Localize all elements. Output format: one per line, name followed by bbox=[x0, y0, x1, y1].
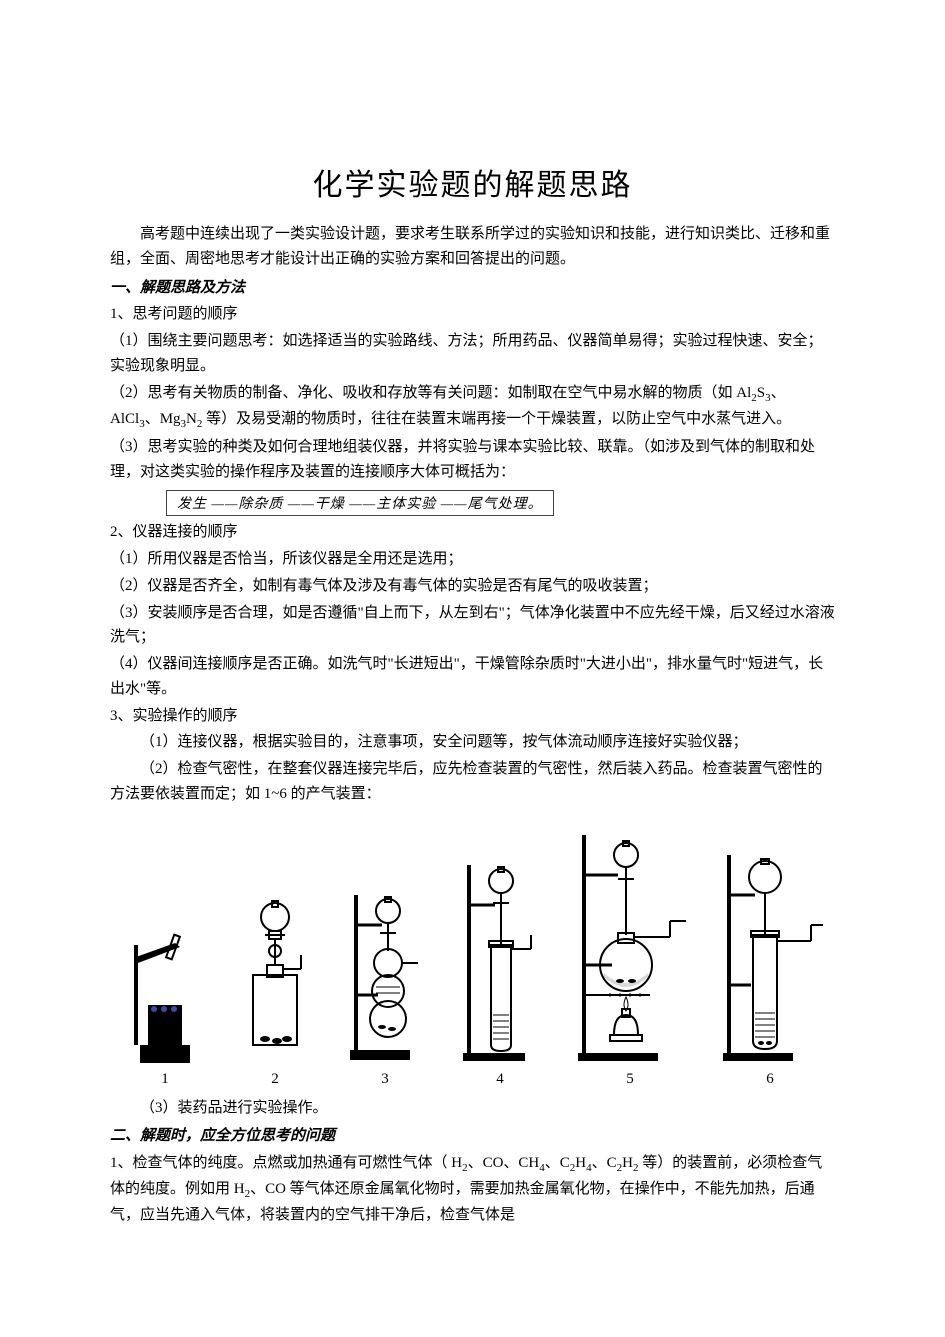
page-title: 化学实验题的解题思路 bbox=[110, 160, 835, 204]
apparatus-1: 1 bbox=[120, 885, 210, 1088]
apparatus-2-svg bbox=[235, 865, 315, 1065]
apparatus-5-svg bbox=[570, 825, 690, 1065]
apparatus-5-label: 5 bbox=[626, 1071, 634, 1088]
apparatus-4: 4 bbox=[455, 845, 545, 1088]
text-fragment: 1、检查气体的纯度。点燃或加热通有可燃性气体（ H bbox=[110, 1155, 462, 1171]
s1-1-3: （3）思考实验的种类及如何合理地组装仪器，并将实验与课本实验比较、联靠。（如涉及… bbox=[110, 435, 835, 485]
s1-1-2: （2）思考有关物质的制备、净化、吸收和存放等有关问题：如制取在空气中易水解的物质… bbox=[110, 381, 835, 433]
apparatus-3: 3 bbox=[340, 855, 430, 1088]
apparatus-3-label: 3 bbox=[381, 1071, 389, 1088]
s1-2-1: （1）所用仪器是否恰当，所该仪器是全用还是选用； bbox=[110, 547, 835, 572]
intro-paragraph: 高考题中连续出现了一类实验设计题，要求考生联系所学过的实验知识和技能，进行知识类… bbox=[110, 222, 835, 272]
text-fragment: 、C bbox=[545, 1155, 570, 1171]
apparatus-6-label: 6 bbox=[766, 1071, 774, 1088]
subscript: 2 bbox=[617, 1162, 623, 1174]
apparatus-6-svg bbox=[715, 835, 825, 1065]
subscript: 2 bbox=[570, 1162, 576, 1174]
section-1-heading: 一、解题思路及方法 bbox=[110, 276, 835, 301]
apparatus-diagram-row: 1 bbox=[110, 825, 835, 1088]
s1-1-1: （1）围绕主要问题思考：如选择适当的实验路线、方法；所用药品、仪器简单易得；实验… bbox=[110, 329, 835, 379]
text-fragment: 、Mg bbox=[145, 411, 181, 427]
s1-3-1: （1）连接仪器，根据实验目的，注意事项，安全问题等，按气体流动顺序连接好实验仪器… bbox=[110, 730, 835, 755]
subscript: 3 bbox=[181, 418, 187, 430]
document-page: 化学实验题的解题思路 高考题中连续出现了一类实验设计题，要求考生联系所学过的实验… bbox=[0, 0, 945, 1337]
s1-2-heading: 2、仪器连接的顺序 bbox=[110, 520, 835, 545]
flow-diagram-box: 发生 ——除杂质 ——干燥 ——主体实验 ——尾气处理。 bbox=[166, 490, 554, 516]
text-fragment: （2）思考有关物质的制备、净化、吸收和存放等有关问题：如制取在空气中易水解的物质… bbox=[110, 385, 751, 401]
apparatus-2-label: 2 bbox=[271, 1071, 279, 1088]
text-fragment: 等）及易受潮的物质时，往往在装置末端再接一个干燥装置，以防止空气中水蒸气进入。 bbox=[202, 411, 791, 427]
apparatus-1-svg bbox=[120, 885, 210, 1065]
apparatus-2: 2 bbox=[235, 865, 315, 1088]
s1-2-2: （2）仪器是否齐全，如制有毒气体及涉及有毒气体的实验是否有尾气的吸收装置； bbox=[110, 574, 835, 599]
section-2-heading: 二、解题时，应全方位思考的问题 bbox=[110, 1124, 835, 1149]
apparatus-4-svg bbox=[455, 845, 545, 1065]
s1-2-4: （4）仪器间连接顺序是否正确。如洗气时"长进短出"，干燥管除杂质时"大进小出"，… bbox=[110, 652, 835, 702]
apparatus-1-label: 1 bbox=[161, 1071, 169, 1088]
s1-3-2: （2）检查气密性，在整套仪器连接完毕后，应先检查装置的气密性，然后装入药品。检查… bbox=[110, 757, 835, 807]
s1-1-heading: 1、思考问题的顺序 bbox=[110, 302, 835, 327]
text-fragment: 、C bbox=[592, 1155, 617, 1171]
apparatus-5: 5 bbox=[570, 825, 690, 1088]
s1-2-3: （3）安装顺序是否合理，如是否遵循"自上而下，从左到右"；气体净化装置中不应先经… bbox=[110, 601, 835, 651]
text-fragment: 、CO、CH bbox=[468, 1155, 540, 1171]
s2-1: 1、检查气体的纯度。点燃或加热通有可燃性气体（ H2、CO、CH4、C2H4、C… bbox=[110, 1151, 835, 1228]
s1-3-3: （3）装药品进行实验操作。 bbox=[110, 1096, 835, 1121]
apparatus-3-svg bbox=[340, 855, 430, 1065]
apparatus-6: 6 bbox=[715, 835, 825, 1088]
subscript: 2 bbox=[751, 392, 757, 404]
apparatus-4-label: 4 bbox=[496, 1071, 504, 1088]
s1-3-heading: 3、实验操作的顺序 bbox=[110, 704, 835, 729]
